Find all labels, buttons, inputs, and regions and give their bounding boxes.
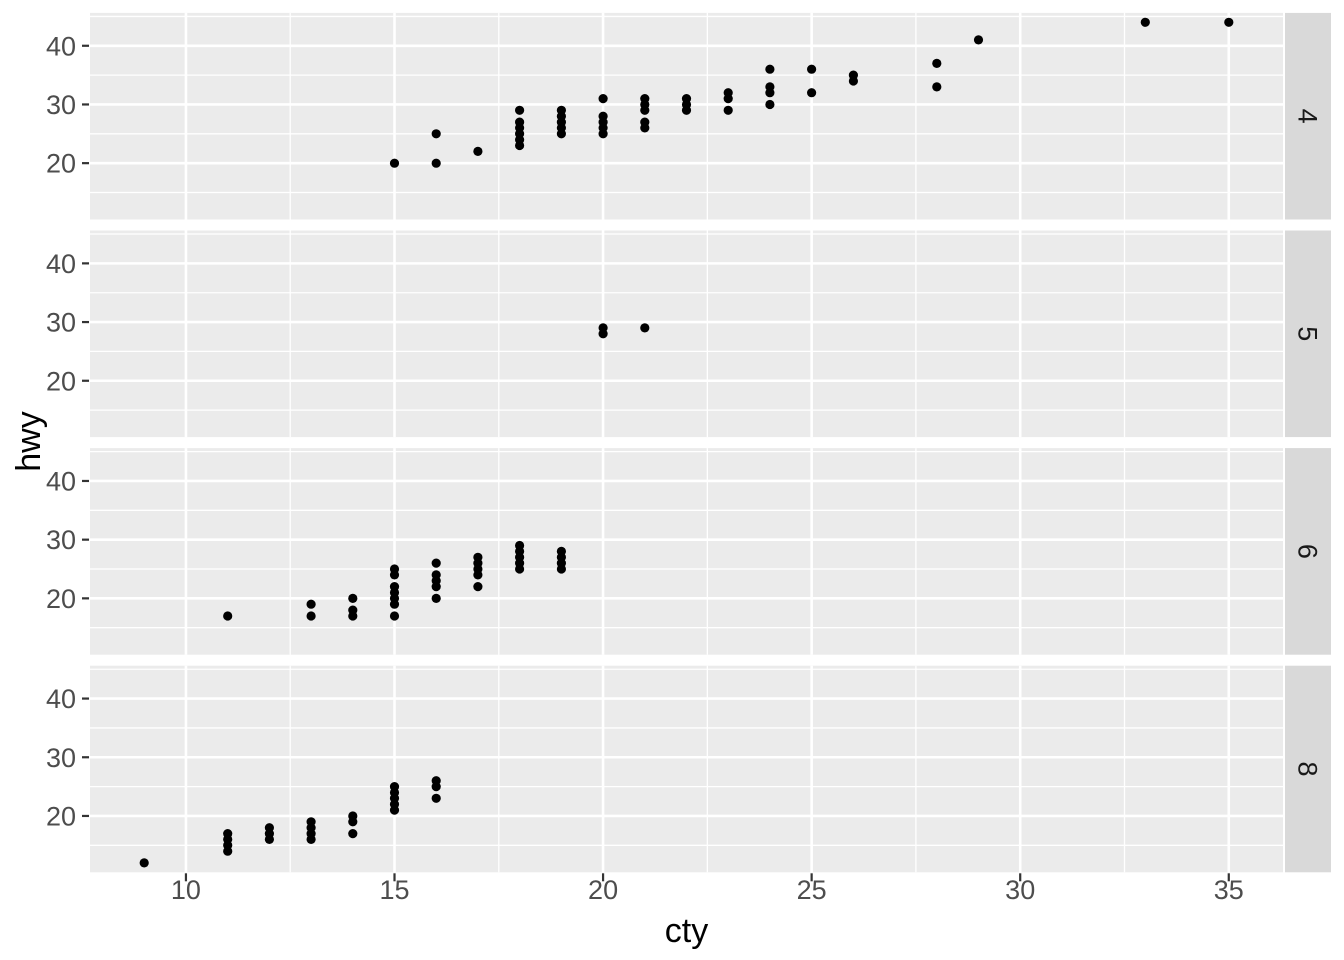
data-point — [807, 88, 817, 98]
strip-label-8: 8 — [1293, 761, 1323, 776]
data-point — [598, 94, 608, 104]
x-axis-title: cty — [665, 912, 708, 950]
x-tick-label: 35 — [1214, 875, 1244, 905]
data-point — [807, 64, 817, 74]
data-point — [640, 94, 650, 104]
data-point — [765, 64, 775, 74]
x-tick-label: 25 — [797, 875, 827, 905]
y-tick-label: 20 — [46, 584, 76, 614]
data-point — [765, 82, 775, 92]
y-tick-label: 30 — [46, 308, 76, 338]
data-point — [973, 35, 984, 45]
data-point — [598, 323, 608, 333]
data-point — [515, 540, 525, 551]
data-point — [348, 605, 358, 615]
data-point — [348, 593, 358, 604]
x-tick-label: 15 — [379, 875, 409, 905]
data-point — [431, 570, 441, 580]
data-point — [306, 817, 316, 827]
data-point — [598, 111, 608, 121]
data-point — [1224, 17, 1234, 27]
facet-strip-8 — [1285, 665, 1331, 873]
data-point — [139, 858, 149, 868]
facet-panel-4 — [90, 12, 1283, 220]
strip-label-6: 6 — [1293, 544, 1323, 559]
y-tick-label: 40 — [46, 466, 76, 496]
data-point — [723, 88, 733, 98]
data-point — [765, 99, 775, 110]
data-point — [389, 582, 400, 592]
y-tick-label: 30 — [46, 525, 76, 555]
y-tick-label: 40 — [46, 249, 76, 279]
data-point — [556, 105, 567, 115]
data-point — [223, 611, 233, 621]
y-tick-label: 20 — [46, 149, 76, 179]
panels-layer: 4 5 6 8 — [90, 12, 1331, 873]
points-cyl-5 — [598, 323, 650, 339]
facet-strip-4 — [1285, 12, 1331, 220]
x-tick-label: 20 — [588, 875, 618, 905]
data-point — [640, 323, 650, 333]
data-point — [515, 117, 525, 127]
facet-panel-5 — [90, 230, 1283, 438]
data-point — [431, 129, 441, 139]
axis-layer: 20 30 40 20 30 40 20 30 40 20 30 40 10 15 20 25 30 35 — [46, 31, 1244, 905]
data-point — [932, 58, 942, 68]
strip-label-5: 5 — [1293, 326, 1323, 341]
data-point — [1140, 17, 1150, 27]
data-point — [681, 94, 692, 104]
data-point — [723, 105, 733, 115]
data-point — [431, 558, 441, 568]
y-tick-label: 20 — [46, 801, 76, 831]
data-point — [348, 811, 358, 821]
data-point — [556, 546, 567, 557]
data-point — [515, 105, 525, 115]
x-tick-label: 10 — [171, 875, 201, 905]
data-point — [431, 158, 441, 168]
y-tick-label: 30 — [46, 90, 76, 120]
data-point — [473, 146, 483, 156]
data-point — [640, 117, 650, 127]
data-point — [223, 829, 233, 839]
points-cyl-8 — [139, 776, 441, 868]
data-point — [848, 70, 859, 80]
facet-panel-6 — [90, 448, 1283, 655]
x-tick-label: 30 — [1005, 875, 1035, 905]
data-point — [306, 611, 316, 621]
data-point — [389, 782, 400, 792]
data-point — [348, 829, 358, 839]
facet-panel-8 — [90, 665, 1283, 873]
y-tick-label: 30 — [46, 743, 76, 773]
data-point — [264, 823, 274, 833]
data-point — [431, 593, 441, 604]
y-axis-title: hwy — [10, 411, 48, 471]
data-point — [431, 776, 441, 786]
data-point — [389, 158, 400, 168]
data-point — [932, 82, 942, 92]
points-cyl-4 — [389, 17, 1234, 168]
data-point — [473, 552, 483, 562]
data-point — [389, 564, 400, 574]
data-point — [389, 611, 400, 621]
data-point — [431, 793, 441, 803]
y-tick-label: 20 — [46, 366, 76, 396]
facet-strip-5 — [1285, 230, 1331, 438]
data-point — [306, 599, 316, 609]
y-tick-label: 40 — [46, 31, 76, 61]
facet-strip-6 — [1285, 448, 1331, 655]
data-point — [473, 582, 483, 592]
strip-label-4: 4 — [1293, 109, 1323, 124]
points-cyl-6 — [223, 540, 567, 621]
y-tick-label: 40 — [46, 684, 76, 714]
